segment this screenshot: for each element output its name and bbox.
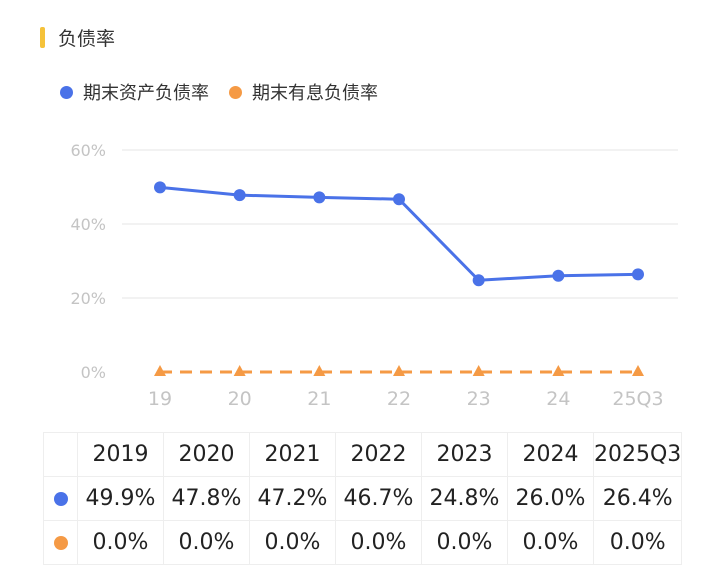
legend-marker-circle-icon [60, 85, 73, 99]
table-cell: 0.0% [77, 520, 164, 565]
legend-item-asset-liability[interactable]: 期末资产负债率 [60, 79, 209, 105]
x-tick-label: 25Q3 [612, 388, 663, 410]
x-tick-label: 21 [307, 388, 331, 410]
line-chart: 60% 40% 20% 0% 19 20 21 22 23 24 25Q3 [70, 141, 678, 410]
series-point-asset-liability [552, 269, 565, 282]
x-tick-label: 24 [546, 388, 570, 410]
table-header-cell: 2022 [335, 432, 422, 477]
table-cell: 24.8% [421, 476, 508, 521]
x-tick-label: 19 [148, 388, 172, 410]
legend-label-interest-bearing: 期末有息负债率 [252, 83, 378, 104]
table-header-cell: 2024 [507, 432, 594, 477]
table-cell: 0.0% [249, 520, 336, 565]
table-header-row: 2019 2020 2021 2022 2023 2024 2025Q3 [43, 432, 683, 477]
series-point-interest-bearing [393, 365, 405, 376]
series-point-asset-liability [233, 189, 246, 202]
table-header-cell: 2020 [163, 432, 250, 477]
series-point-asset-liability [393, 193, 405, 206]
series-point-interest-bearing [154, 365, 166, 376]
series-point-interest-bearing [472, 365, 485, 376]
title-accent-bar [40, 27, 45, 48]
table-cell: 26.0% [507, 476, 594, 521]
table-cell: 0.0% [507, 520, 594, 565]
table-header-cell: 2019 [77, 432, 164, 477]
series-point-asset-liability [632, 268, 644, 281]
table-header-cell: 2023 [421, 432, 508, 477]
series-point-interest-bearing [552, 365, 565, 376]
table-cell: 47.2% [249, 476, 336, 521]
series-point-interest-bearing [233, 365, 246, 376]
y-tick-label: 20% [70, 289, 106, 308]
chart-title: 负债率 [58, 28, 116, 50]
series-point-asset-liability [313, 191, 326, 204]
table-cell: 0.0% [163, 520, 250, 565]
y-tick-label: 0% [81, 363, 106, 382]
table-cell: 46.7% [335, 476, 422, 521]
table-corner-cell [43, 432, 78, 477]
x-tick-label: 22 [387, 388, 411, 410]
table-header-cell: 2025Q3 [592, 432, 683, 477]
legend-label-asset-liability: 期末资产负债率 [83, 83, 209, 104]
table-header-cell: 2021 [249, 432, 336, 477]
series-point-interest-bearing [632, 365, 644, 376]
series-point-asset-liability [472, 274, 485, 287]
table-cell: 0.0% [421, 520, 508, 565]
y-tick-label: 40% [70, 215, 106, 234]
legend-item-interest-bearing[interactable]: 期末有息负债率 [229, 79, 378, 105]
table-cell: 0.0% [592, 520, 683, 565]
series-point-asset-liability [154, 181, 166, 194]
table-cell: 26.4% [592, 476, 683, 521]
series-point-interest-bearing [313, 365, 326, 376]
table-row: 49.9% 47.8% 47.2% 46.7% 24.8% 26.0% 26.4… [43, 476, 683, 521]
table-cell: 49.9% [77, 476, 164, 521]
table-row: 0.0% 0.0% 0.0% 0.0% 0.0% 0.0% 0.0% [43, 520, 683, 565]
data-table: 2019 2020 2021 2022 2023 2024 2025Q3 49.… [43, 432, 683, 565]
legend: 期末资产负债率 期末有息负债率 [60, 79, 398, 105]
blue-dot-icon [53, 492, 68, 506]
row-series-marker [43, 476, 78, 521]
x-tick-label: 20 [228, 388, 252, 410]
row-series-marker [43, 520, 78, 565]
table-cell: 47.8% [163, 476, 250, 521]
x-tick-label: 23 [467, 388, 491, 410]
orange-dot-icon [53, 536, 68, 550]
y-tick-label: 60% [70, 141, 106, 160]
legend-marker-circle-icon [229, 85, 242, 99]
table-cell: 0.0% [335, 520, 422, 565]
